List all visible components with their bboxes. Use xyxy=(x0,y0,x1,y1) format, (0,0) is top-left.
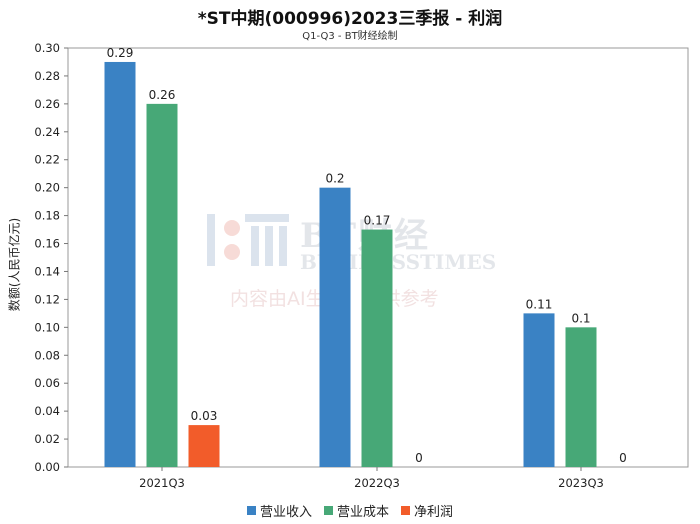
chart-subtitle: Q1-Q3 - BT财经绘制 xyxy=(302,31,398,42)
y-tick-label: 0.26 xyxy=(34,97,60,111)
y-tick-label: 0.00 xyxy=(34,460,60,474)
bar xyxy=(523,313,555,467)
legend-swatch xyxy=(246,506,256,515)
data-label: 0.2 xyxy=(325,172,344,186)
y-tick-label: 0.22 xyxy=(34,153,60,167)
legend-item: 净利润 xyxy=(401,501,453,520)
bar xyxy=(146,103,178,467)
legend-item: 营业成本 xyxy=(323,501,389,520)
legend-label: 营业成本 xyxy=(336,505,389,520)
y-tick-label: 0.16 xyxy=(34,237,60,251)
x-tick-label: 2021Q3 xyxy=(139,476,185,490)
y-tick-label: 0.24 xyxy=(34,125,60,139)
bar xyxy=(188,425,220,467)
y-tick-label: 0.06 xyxy=(34,376,60,390)
bar xyxy=(565,327,597,467)
legend-item: 营业收入 xyxy=(246,501,312,520)
bar xyxy=(104,61,136,467)
data-label: 0 xyxy=(619,451,627,465)
bar xyxy=(319,187,351,467)
y-tick-label: 0.18 xyxy=(34,209,60,223)
legend-swatch xyxy=(323,506,333,515)
legend: 营业收入 营业成本 净利润 xyxy=(0,501,700,520)
y-tick-label: 0.14 xyxy=(34,264,60,278)
y-tick-label: 0.30 xyxy=(34,41,60,55)
y-tick-label: 0.10 xyxy=(34,320,60,334)
data-label: 0.17 xyxy=(364,214,391,228)
y-tick-label: 0.04 xyxy=(34,404,60,418)
x-tick-label: 2022Q3 xyxy=(354,476,400,490)
y-tick-label: 0.12 xyxy=(34,292,60,306)
data-label: 0.26 xyxy=(149,88,176,102)
y-tick-label: 0.08 xyxy=(34,348,60,362)
y-tick-label: 0.20 xyxy=(34,181,60,195)
legend-label: 营业收入 xyxy=(259,505,312,520)
legend-swatch xyxy=(401,506,410,515)
x-tick-label: 2023Q3 xyxy=(558,476,604,490)
data-label: 0 xyxy=(415,451,423,465)
data-label: 0.29 xyxy=(107,46,134,60)
chart-title: *ST中期(000996)2023三季报 - 利润 xyxy=(197,9,503,29)
bar xyxy=(361,229,393,467)
data-label: 0.1 xyxy=(571,311,590,325)
y-tick-label: 0.28 xyxy=(34,69,60,83)
legend-label: 净利润 xyxy=(414,505,454,520)
data-label: 0.03 xyxy=(191,409,218,423)
data-label: 0.11 xyxy=(526,297,553,311)
y-tick-label: 0.02 xyxy=(34,432,60,446)
